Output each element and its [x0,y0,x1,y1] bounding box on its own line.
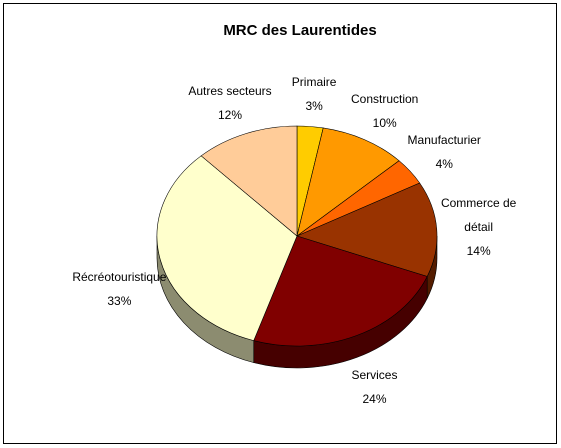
slice-label: Construction 10% [337,87,433,135]
pie-slice [156,155,298,341]
value-label: 3% [305,98,323,113]
slice-label: Commerce de détail 14% [431,191,527,263]
pie-slice [296,182,438,277]
slice-label: Services 24% [326,363,422,411]
pie-slice [296,127,400,237]
category-label: Construction [350,91,419,106]
chart-title: MRC des Laurentides [223,22,376,39]
slice-label: Manufacturier 4% [396,128,492,176]
category-label: Récréotouristique [72,270,167,285]
category-label: Manufacturier [407,132,481,147]
category-label: Autres secteurs [188,84,272,99]
pie-slice [253,235,428,347]
category-label: Commerce de détail [440,196,517,235]
slice-label: Autres secteurs 12% [182,79,278,127]
value-label: 14% [466,244,491,259]
value-label: 10% [372,115,397,130]
slice-label: Récréotouristique 33% [71,265,167,313]
category-label: Services [351,368,398,383]
value-label: 12% [217,108,243,123]
value-label: 33% [107,294,132,309]
slice-label: Primaire 3% [266,70,362,118]
pie-slice [200,125,298,237]
value-label: 24% [362,392,387,407]
value-label: 4% [435,156,453,171]
category-label: Primaire [291,74,337,89]
